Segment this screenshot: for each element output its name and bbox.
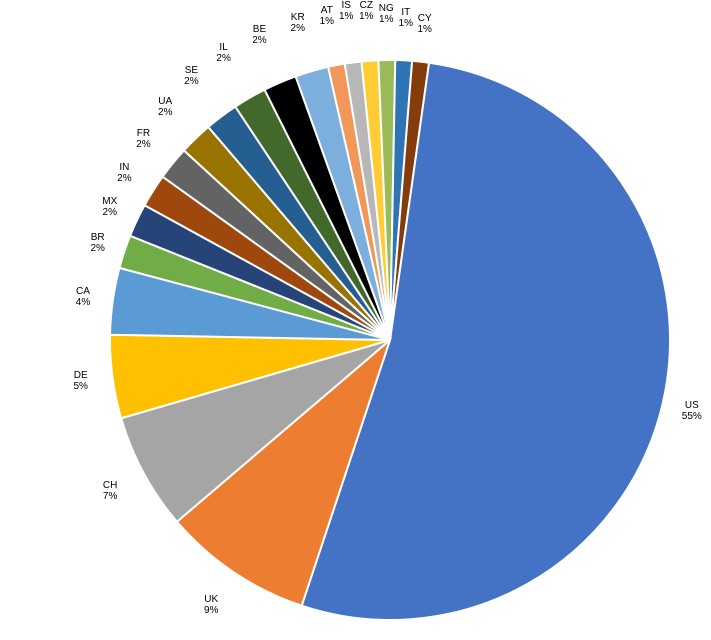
slice-label-is: IS1%: [339, 0, 353, 22]
slice-label-in: IN2%: [117, 162, 131, 184]
slice-label-be: BE2%: [252, 24, 266, 46]
slice-code: DE: [74, 370, 88, 381]
slice-label-ch: CH7%: [103, 480, 117, 502]
slice-label-br: BR2%: [90, 232, 104, 254]
slice-label-cz: CZ1%: [359, 0, 373, 22]
slice-pct: 9%: [204, 605, 218, 616]
slice-code: CZ: [360, 0, 373, 11]
slice-code: MX: [102, 196, 117, 207]
pie-svg: [0, 0, 711, 640]
slice-pct: 2%: [136, 139, 150, 150]
slice-pct: 2%: [117, 173, 131, 184]
slice-label-it: IT1%: [399, 7, 413, 29]
slice-label-at: AT1%: [320, 5, 334, 27]
slice-label-kr: KR2%: [291, 12, 305, 34]
slice-code: IL: [219, 42, 227, 53]
slice-label-ng: NG1%: [379, 3, 394, 25]
slice-pct: 4%: [76, 297, 90, 308]
slice-pct: 2%: [158, 107, 172, 118]
slice-label-ua: UA2%: [158, 96, 172, 118]
slice-pct: 55%: [682, 411, 702, 422]
slice-code: CY: [418, 13, 432, 24]
slice-pct: 1%: [417, 24, 431, 35]
slice-pct: 5%: [73, 381, 87, 392]
slice-label-uk: UK9%: [204, 594, 218, 616]
slice-label-us: US55%: [682, 400, 702, 422]
slice-label-cy: CY1%: [417, 13, 431, 35]
slice-code: CA: [76, 286, 90, 297]
slice-code: UK: [204, 594, 218, 605]
slice-pct: 2%: [90, 243, 104, 254]
slice-code: BR: [91, 232, 105, 243]
slice-code: SE: [185, 65, 198, 76]
slice-pct: 1%: [379, 14, 393, 25]
slice-pct: 1%: [359, 11, 373, 22]
slice-label-il: IL2%: [216, 42, 230, 64]
slice-code: UA: [158, 96, 172, 107]
slice-pct: 2%: [291, 23, 305, 34]
slice-pct: 1%: [339, 11, 353, 22]
slice-pct: 2%: [184, 76, 198, 87]
slice-pct: 2%: [216, 53, 230, 64]
slice-pct: 1%: [320, 16, 334, 27]
slice-code: US: [685, 400, 699, 411]
slice-code: NG: [379, 3, 394, 14]
slice-pct: 1%: [399, 18, 413, 29]
slice-code: KR: [291, 12, 305, 23]
slice-label-ca: CA4%: [76, 286, 90, 308]
slice-code: FR: [137, 128, 150, 139]
slice-label-mx: MX2%: [102, 196, 117, 218]
slice-code: IS: [341, 0, 350, 11]
slice-code: IN: [119, 162, 129, 173]
slice-label-fr: FR2%: [136, 128, 150, 150]
slice-pct: 7%: [103, 491, 117, 502]
slice-code: BE: [253, 24, 266, 35]
slice-code: AT: [321, 5, 333, 16]
slice-label-de: DE5%: [73, 370, 87, 392]
slice-pct: 2%: [103, 207, 117, 218]
pie-chart: US55%UK9%CH7%DE5%CA4%BR2%MX2%IN2%FR2%UA2…: [0, 0, 711, 640]
slice-code: CH: [103, 480, 117, 491]
slice-label-se: SE2%: [184, 65, 198, 87]
slice-pct: 2%: [252, 35, 266, 46]
slice-code: IT: [401, 7, 410, 18]
